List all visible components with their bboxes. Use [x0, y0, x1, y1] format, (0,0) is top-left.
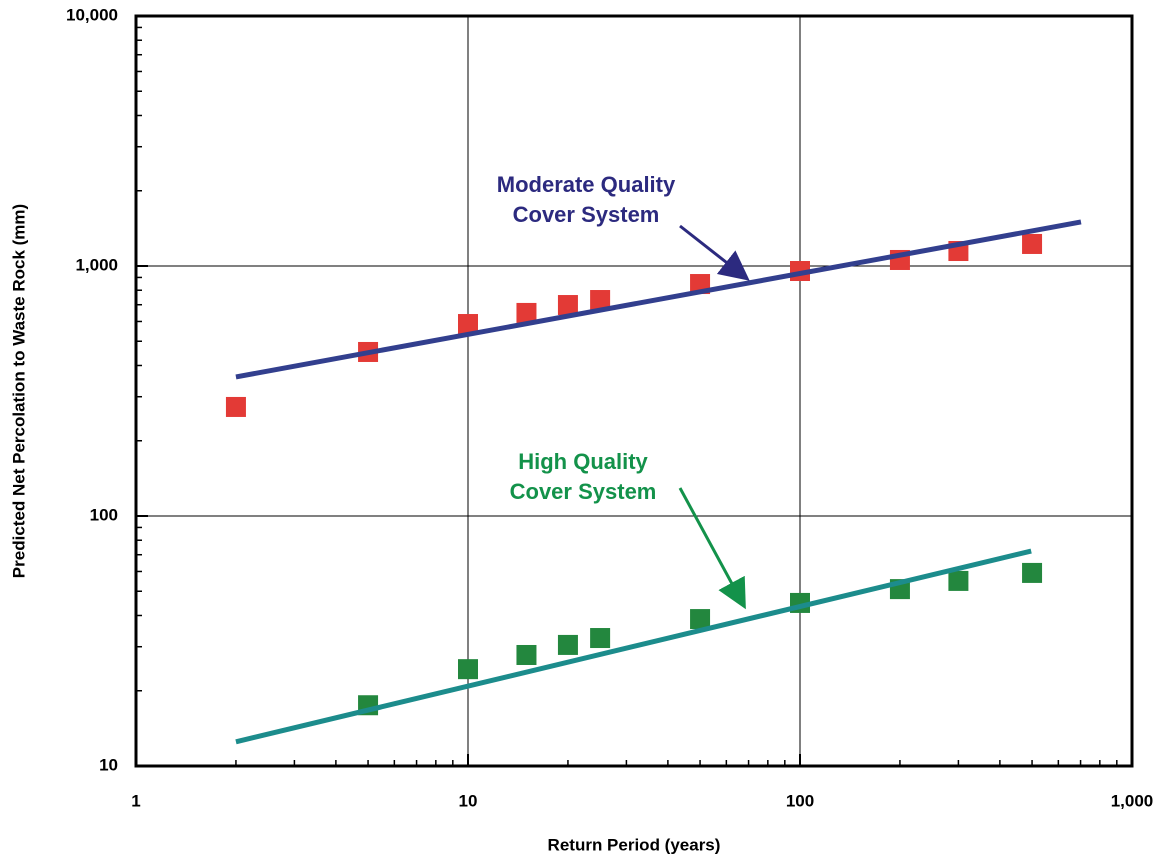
annotation: Cover System: [510, 479, 657, 504]
point: [1022, 233, 1043, 254]
point: [225, 396, 246, 417]
x-tick-label: 1: [131, 791, 140, 810]
point: [690, 609, 711, 630]
point: [557, 295, 578, 316]
y-axis-label: Predicted Net Percolation to Waste Rock …: [9, 204, 28, 578]
ticks: 1 10 100 1,000 10 100 1,000 10,000: [66, 5, 1153, 810]
point: [516, 644, 537, 665]
point: [590, 290, 611, 311]
annotation: High Quality: [518, 449, 648, 474]
annotation: Cover System: [513, 202, 660, 227]
y-tick-label: 10: [99, 755, 118, 774]
point: [458, 659, 478, 680]
y-tick-label: 100: [90, 505, 118, 524]
x-tick-label: 1,000: [1111, 791, 1154, 810]
y-tick-label: 1,000: [75, 255, 118, 274]
point: [590, 628, 611, 649]
plot-frame: [134, 14, 1134, 768]
annotation: Moderate Quality: [497, 172, 676, 197]
annotation-arrow: [678, 487, 746, 610]
trend-line: [235, 219, 1082, 380]
x-axis-label: Return Period (years): [548, 835, 721, 854]
x-tick-label: 100: [786, 791, 814, 810]
marks: [225, 219, 1082, 745]
point: [948, 570, 969, 591]
point: [1022, 562, 1043, 583]
grid: [135, 15, 1133, 767]
point: [516, 302, 537, 323]
trend-line: [235, 548, 1032, 745]
annotation-arrow: [679, 224, 750, 281]
point: [458, 314, 478, 335]
x-tick-label: 10: [459, 791, 478, 810]
point: [557, 634, 578, 655]
y-tick-label: 10,000: [66, 5, 118, 24]
